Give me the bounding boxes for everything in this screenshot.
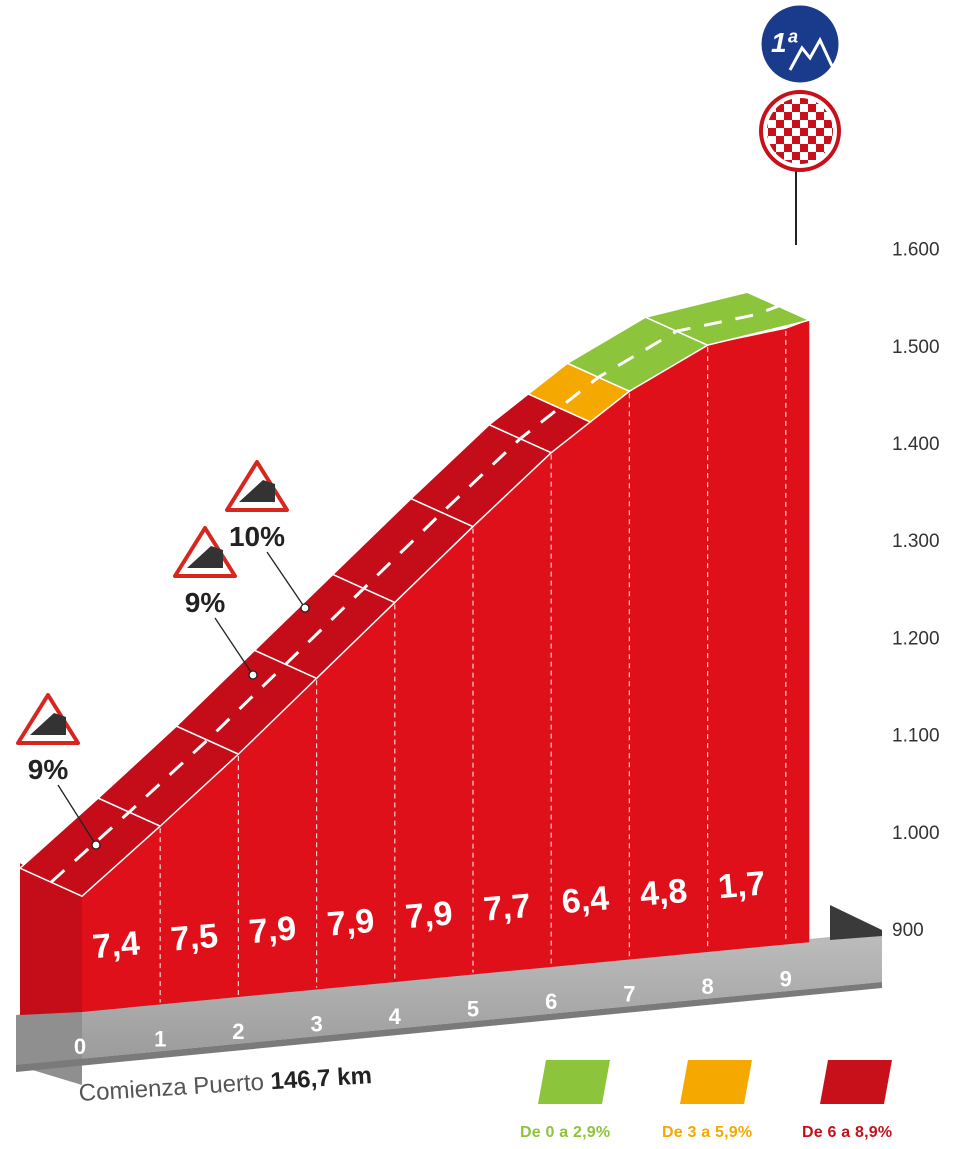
gradient-label: 7,9 (404, 894, 454, 936)
legend-label-red: De 6 a 8,9% (802, 1124, 893, 1141)
category-label: 1ª (771, 27, 798, 58)
base-shadow (16, 982, 882, 1072)
altitude-tick-label: 1.000 (892, 823, 940, 844)
altitude-tick-label: 1.500 (892, 337, 940, 358)
altitude-tick-label: 900 (892, 920, 924, 941)
max-gradient-marker: 9% (173, 526, 258, 680)
checkered-flag-icon (767, 98, 833, 164)
km-tick-label: 8 (701, 974, 713, 999)
max-gradient-label: 9% (185, 587, 226, 618)
gradient-label: 7,4 (91, 924, 141, 966)
altitude-tick-label: 1.400 (892, 434, 940, 455)
km-tick-label: 3 (310, 1012, 322, 1037)
start-km: 146,7 km (269, 1062, 373, 1096)
km-tick-label: 5 (467, 997, 479, 1022)
max-gradient-marker: 9% (16, 693, 101, 850)
base-end-dark (830, 905, 882, 940)
legend-item-red: De 6 a 8,9% (802, 1060, 942, 1141)
km-separators (159, 330, 787, 1003)
gradient-label: 7,7 (482, 887, 532, 929)
legend-label-green: De 0 a 2,9% (520, 1124, 611, 1141)
category-badge (758, 2, 842, 86)
gradient-label: 6,4 (560, 879, 610, 921)
profile-left-wall (20, 863, 82, 1015)
km-tick-label: 2 (232, 1019, 244, 1044)
max-gradient-label: 9% (28, 754, 69, 785)
km-tick-labels: 0 1 2 3 4 5 6 7 8 9 (74, 967, 792, 1060)
gradient-labels: 7,4 7,5 7,9 7,9 7,9 7,7 6,4 4,8 1,7 (91, 864, 767, 966)
km-tick-label: 4 (389, 1004, 402, 1029)
km-tick-label: 9 (780, 967, 792, 992)
legend-swatch-green (538, 1060, 610, 1104)
mountain-icon (788, 36, 834, 71)
max-gradient-marker: 10% (225, 460, 310, 613)
profile-area (82, 320, 810, 1012)
legend-item-green: De 0 a 2,9% (520, 1060, 660, 1141)
gradient-label: 4,8 (638, 872, 688, 914)
gradient-label: 1,7 (717, 864, 767, 906)
altitude-tick-label: 1.300 (892, 531, 940, 552)
gradient-label: 7,9 (247, 909, 297, 951)
legend-item-orange: De 3 a 5,9% (662, 1060, 802, 1141)
max-gradient-markers: 9% 9% 10% (16, 460, 310, 850)
altitude-tick-label: 1.100 (892, 726, 940, 747)
base-left-bevel (16, 1012, 82, 1085)
km-tick-label: 6 (545, 989, 557, 1014)
base-strip (16, 905, 882, 1085)
legend-swatch-red (820, 1060, 892, 1104)
base-front (16, 932, 882, 1065)
km-tick-label: 7 (623, 982, 635, 1007)
legend-swatch-orange (680, 1060, 752, 1104)
max-gradient-label: 10% (229, 521, 285, 552)
altitude-axis-labels: 900 1.000 1.100 1.200 1.300 1.400 1.500 1.600 (892, 240, 940, 941)
km-tick-label: 0 (74, 1034, 86, 1059)
altitude-tick-label: 1.600 (892, 240, 940, 261)
ribbon-segment (643, 291, 812, 346)
altitude-tick-label: 1.200 (892, 628, 940, 649)
ribbon-center-dash (49, 304, 779, 884)
km-tick-label: 1 (154, 1027, 166, 1052)
gradient-label: 7,5 (169, 917, 219, 959)
mountain-body (20, 320, 810, 1015)
finish-markers: 1ª (758, 2, 842, 245)
legend-label-orange: De 3 a 5,9% (662, 1124, 753, 1141)
gradient-label: 7,9 (326, 902, 376, 944)
